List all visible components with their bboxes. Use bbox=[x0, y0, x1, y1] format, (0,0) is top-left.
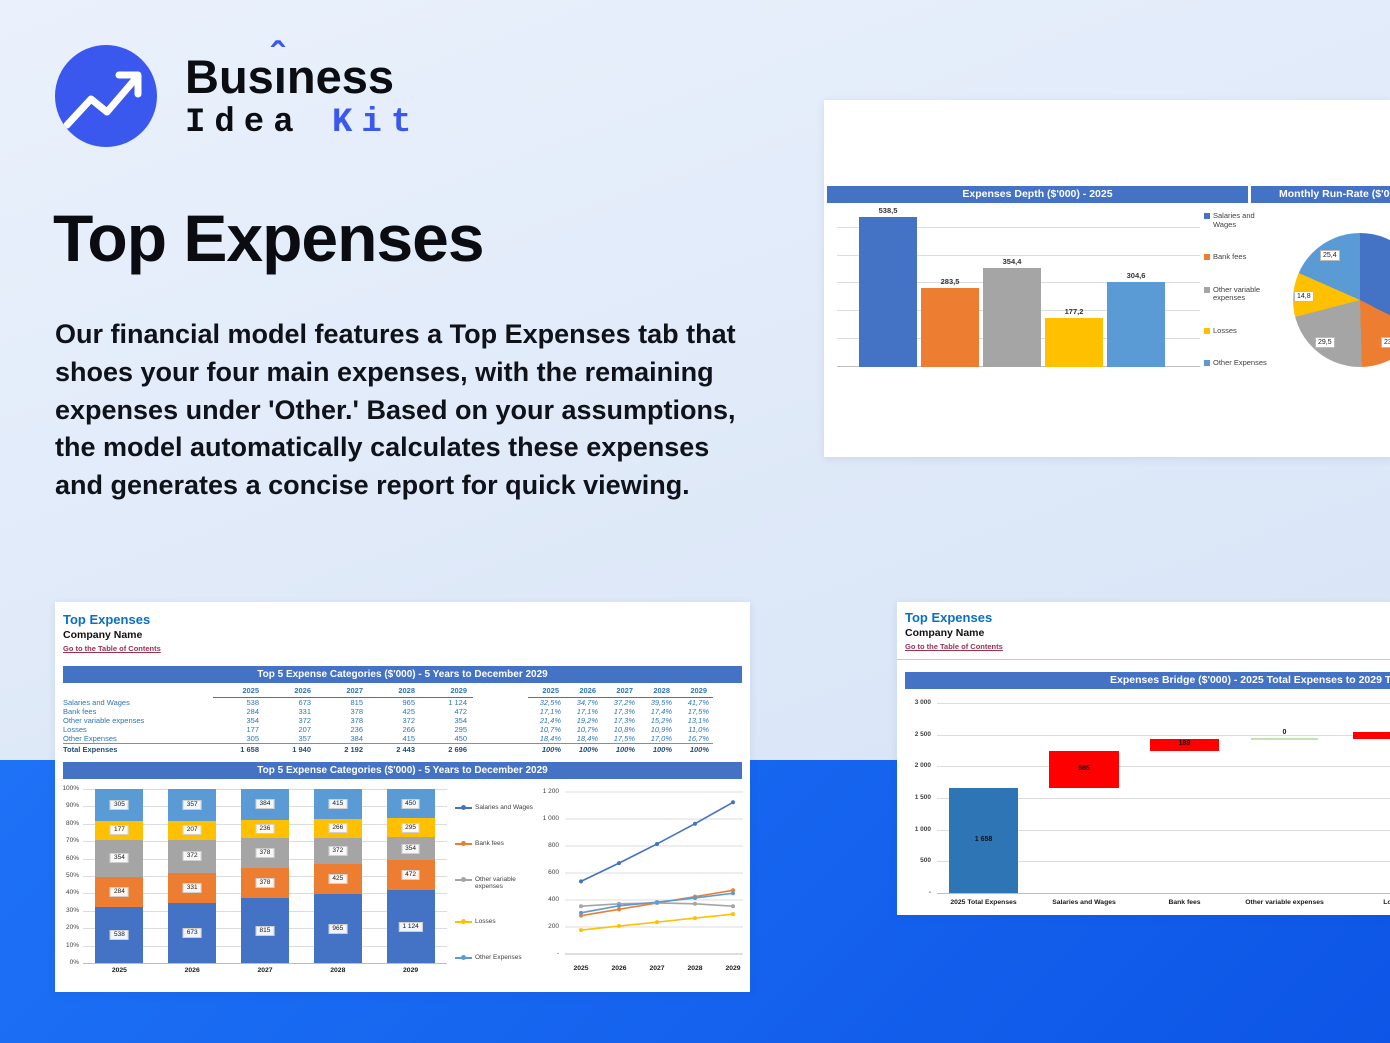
expenses-depth-bars: 538,5 283,5 354,4 177,2 304,6 bbox=[859, 206, 1165, 367]
table-of-contents-link[interactable]: Go to the Table of Contents bbox=[63, 644, 161, 653]
table-of-contents-link[interactable]: Go to the Table of Contents bbox=[905, 642, 1003, 651]
monthly-run-rate-header: Monthly Run-Rate ($'000 bbox=[1251, 186, 1390, 203]
brand-word-business: Busı ˆ ness bbox=[185, 34, 394, 103]
top5-chart-legend: Salaries and Wages Bank fees Other variabl… bbox=[455, 804, 535, 962]
page-title: Top Expenses bbox=[53, 201, 485, 275]
brand-wordmark: Busı ˆ ness Idea Kit bbox=[185, 34, 421, 142]
logo-trend-arrow-icon bbox=[55, 45, 157, 147]
top5-chart-header: Top 5 Expense Categories ($'000) - 5 Yea… bbox=[63, 762, 742, 779]
sheet-company-name: Company Name bbox=[905, 627, 985, 639]
line-svg-wrap bbox=[565, 788, 743, 968]
screenshot-top5-categories-card: Top Expenses Company Name Go to the Tabl… bbox=[55, 602, 750, 992]
blue-circumflex-accent: ˆ bbox=[270, 34, 285, 79]
expenses-depth-header: Expenses Depth ($'000) - 2025 bbox=[827, 186, 1248, 203]
screenshot-expenses-bridge-card: Top Expenses Company Name Go to the Tabl… bbox=[897, 602, 1390, 915]
sheet-title: Top Expenses bbox=[63, 612, 151, 627]
top5-stacked-chart: 0% 10% 20% 30% 40% 50% 60% 70% 80% 90% 100% 538 284… bbox=[55, 602, 750, 992]
sheet-company-name: Company Name bbox=[63, 629, 143, 641]
page-description: Our financial model features a Top Expen… bbox=[55, 319, 736, 501]
brand-word-idea-kit: Idea Kit bbox=[185, 103, 421, 142]
expenses-depth-legend: Salaries and Wages Bank fees Other variabl… bbox=[1204, 211, 1276, 368]
screenshot-expenses-depth-card: Expenses Depth ($'000) - 2025 Monthly Ru… bbox=[824, 100, 1390, 457]
top5-table-header: Top 5 Expense Categories ($'000) - 5 Yea… bbox=[63, 666, 742, 683]
expenses-bridge-header: Expenses Bridge ($'000) - 2025 Total Exp… bbox=[905, 672, 1390, 689]
stacked-bars: 538 284 354 177 305 673 331 372 207 357 815 378 378 2… bbox=[83, 789, 447, 963]
expenses-depth-plot: 538,5 283,5 354,4 177,2 304,6 bbox=[837, 205, 1200, 367]
brand-logo: Busı ˆ ness Idea Kit bbox=[55, 34, 421, 147]
top5-expense-table: 2025 2026 2027 2028 2029 2025 2026 2027 2028 2029… bbox=[63, 686, 713, 755]
sheet-divider bbox=[897, 659, 1390, 660]
sheet-title: Top Expenses bbox=[905, 610, 993, 625]
